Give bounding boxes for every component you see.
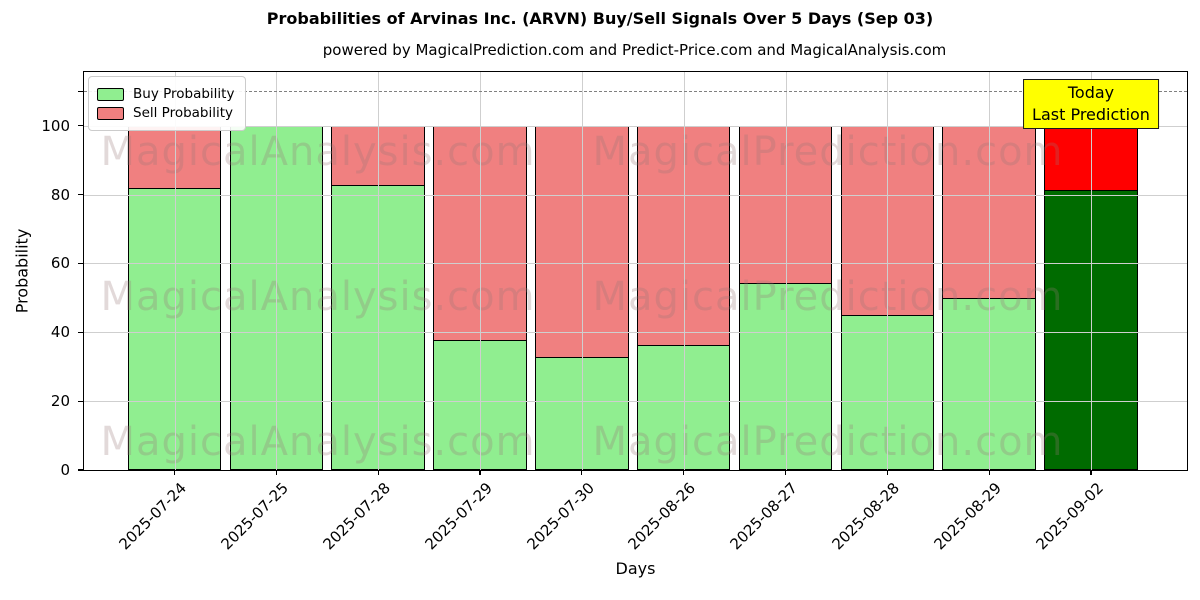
chart-subtitle: powered by MagicalPrediction.com and Pre… [322, 41, 947, 59]
x-tick-mark [988, 470, 990, 475]
x-tick-mark [886, 470, 888, 475]
bar-sell-segment [942, 125, 1036, 300]
x-axis-label: Days [615, 559, 656, 578]
bar-buy-segment [942, 297, 1036, 470]
vertical-gridline [378, 72, 380, 470]
watermark-text: MagicalPrediction.com [592, 419, 1064, 465]
x-tick-mark [581, 470, 583, 475]
vertical-gridline [1091, 72, 1092, 470]
bar-buy-segment [738, 282, 833, 470]
bar-buy-segment [535, 356, 629, 470]
vertical-gridline [785, 72, 787, 470]
vertical-gridline [683, 72, 685, 470]
vertical-gridline [581, 72, 583, 470]
bar-buy-segment [840, 315, 935, 470]
x-tick-label: 2025-07-25 [217, 479, 293, 554]
x-tick-mark [1090, 470, 1092, 475]
y-tick-label: 0 [60, 461, 70, 479]
y-tick-mark [77, 194, 83, 196]
plot-area: MagicalAnalysis.com MagicalPrediction.com… [13, 71, 1188, 578]
x-tick-label: 2025-07-24 [115, 479, 191, 554]
watermark-layer: MagicalAnalysis.com MagicalPrediction.com… [84, 72, 1187, 470]
x-tick-label: 2025-07-29 [421, 479, 496, 554]
callout-line-2: Last Prediction [1032, 105, 1150, 124]
watermark-text: MagicalAnalysis.com [100, 274, 536, 320]
ticks-layer: 0 20 40 60 80 100 2025-07-24 2025-07-25 2025-07-… [41, 72, 1187, 553]
legend-label-buy: Buy Probability [133, 86, 235, 102]
dashed-threshold-line [84, 91, 1187, 93]
x-tick-label: 2025-08-27 [726, 479, 802, 554]
watermark-text: MagicalAnalysis.com [100, 129, 536, 175]
x-tick-label: 2025-07-30 [523, 479, 598, 554]
x-tick-label: 2025-09-02 [1032, 479, 1107, 554]
y-tick-label: 100 [41, 116, 70, 135]
bar-buy-segment [331, 184, 425, 470]
bar-buy-segment [636, 344, 731, 470]
vertical-gridline [989, 72, 991, 470]
x-tick-mark [479, 470, 481, 475]
bar-sell-segment [636, 125, 731, 346]
watermark-text: MagicalPrediction.com [592, 129, 1064, 175]
x-tick-label: 2025-08-29 [930, 479, 1005, 554]
callout-line-1: Today [1067, 83, 1115, 102]
bar-buy-segment [433, 339, 527, 470]
bar-sell-segment [738, 125, 833, 284]
bar-sell-segment [433, 125, 527, 341]
x-tick-label: 2025-08-26 [624, 479, 700, 554]
y-tick-mark [77, 331, 83, 333]
vertical-gridline [887, 72, 889, 470]
bars-layer [84, 72, 1187, 470]
horizontal-gridline [84, 332, 1187, 334]
horizontal-gridline [84, 263, 1187, 265]
x-tick-mark [683, 470, 685, 475]
x-tick-label: 2025-07-28 [319, 479, 394, 554]
x-tick-mark [275, 470, 277, 475]
legend: Buy Probability Sell Probability [88, 76, 247, 131]
x-tick-mark [173, 470, 176, 475]
y-tick-mark [77, 400, 83, 402]
bar-buy-segment [127, 187, 222, 470]
today-last-prediction-callout: Today Last Prediction [1023, 79, 1159, 129]
y-tick-mark [77, 469, 83, 471]
vertical-gridline [174, 72, 176, 470]
watermark-text: MagicalAnalysis.com [100, 419, 536, 465]
bar-sell-segment [331, 125, 425, 186]
bar-sell-segment [840, 125, 935, 317]
grid-layer [84, 72, 1187, 470]
y-axis-label: Probability [12, 228, 32, 314]
dashed-threshold-layer [84, 72, 1187, 470]
bar-sell-segment [535, 125, 629, 358]
y-tick-label: 80 [50, 185, 70, 204]
bar-buy-segment [229, 125, 324, 470]
horizontal-gridline [84, 401, 1187, 403]
legend-item-sell: Sell Probability [97, 105, 234, 121]
bar-sell-segment [127, 125, 222, 189]
y-tick-mark-unlabeled [77, 90, 83, 92]
y-tick-mark [77, 262, 83, 265]
vertical-gridline [276, 72, 278, 470]
y-tick-label: 40 [50, 323, 70, 342]
y-tick-mark [77, 125, 83, 127]
vertical-gridline [480, 72, 481, 470]
legend-item-buy: Buy Probability [97, 86, 234, 102]
x-tick-mark [377, 470, 379, 475]
legend-label-sell: Sell Probability [133, 105, 234, 121]
horizontal-gridline [84, 194, 1187, 196]
y-tick-label: 20 [50, 392, 70, 411]
chart-title: Probabilities of Arvinas Inc. (ARVN) Buy… [266, 9, 934, 28]
sell-color-swatch [97, 106, 124, 120]
bar-sell-segment [1044, 125, 1138, 191]
x-tick-label: 2025-08-28 [828, 479, 904, 554]
buy-color-swatch [97, 87, 124, 101]
watermark-text: MagicalPrediction.com [592, 274, 1064, 320]
bar-buy-segment [1044, 189, 1138, 470]
horizontal-gridline [84, 125, 1187, 127]
x-tick-mark [784, 470, 787, 475]
